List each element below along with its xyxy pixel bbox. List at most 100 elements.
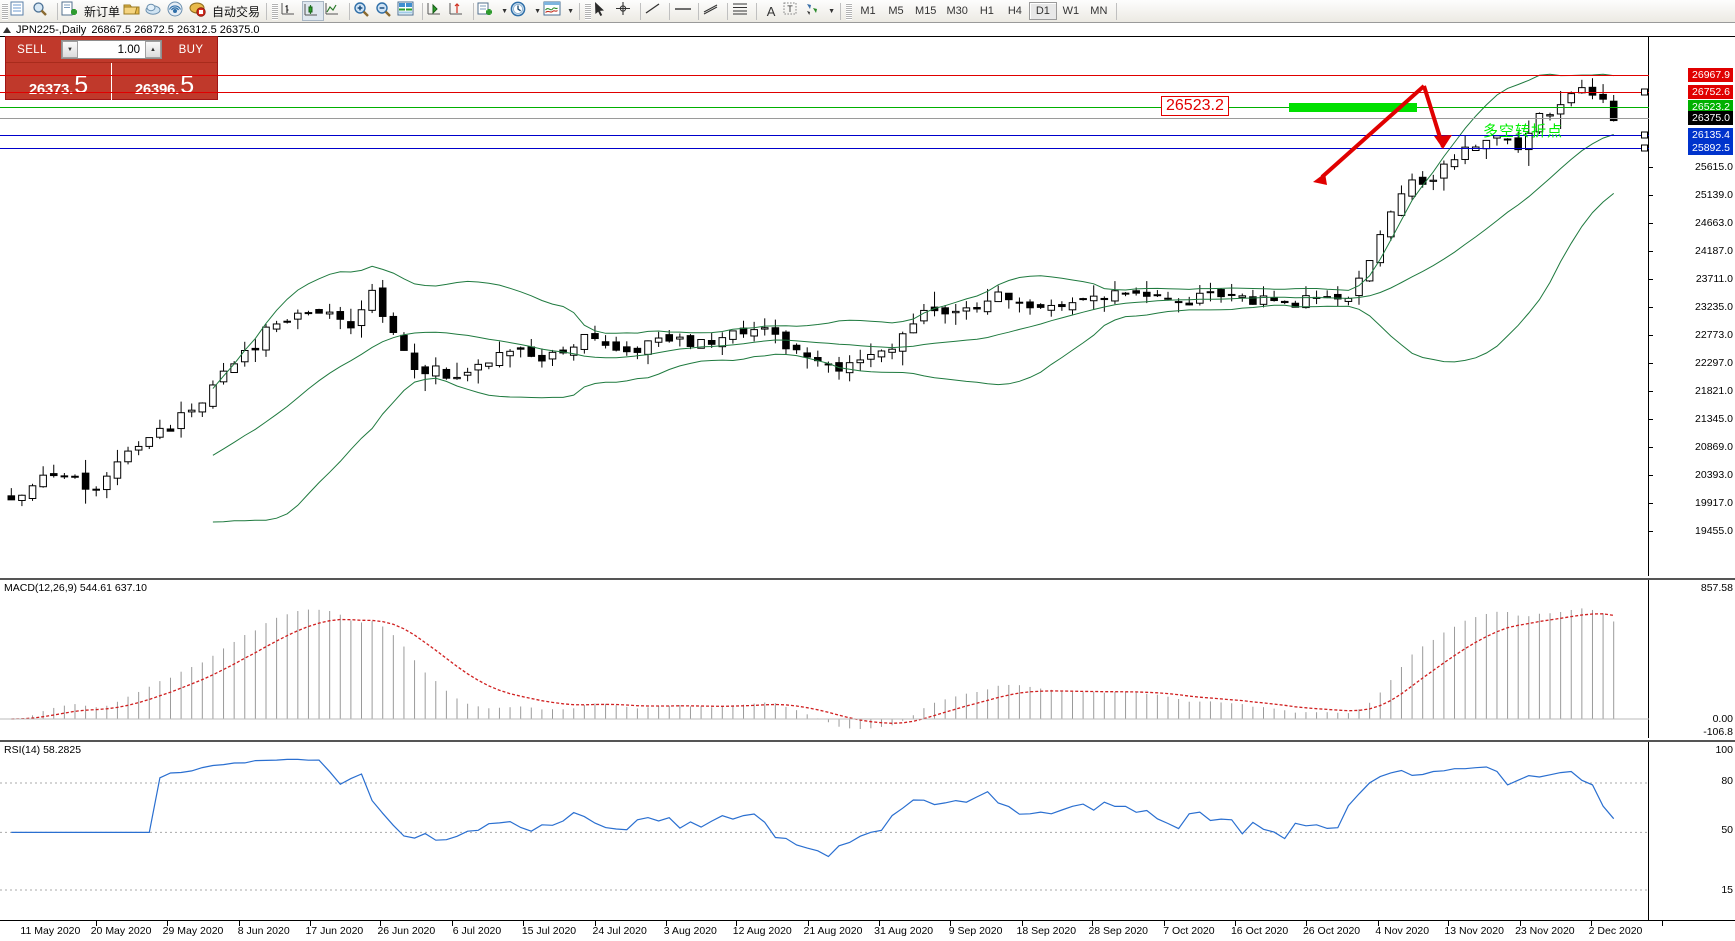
fibonacci-icon[interactable]	[731, 1, 753, 21]
main-chart-pane[interactable]: 26967.9 26752.6 26523.2 26375.0 26135.4 25892…	[0, 36, 1735, 576]
date-tick-mark	[1377, 921, 1379, 926]
chart-shift-icon[interactable]	[448, 1, 470, 21]
lot-decrease-button[interactable]: ▼	[62, 41, 78, 58]
timeframe-w1[interactable]: W1	[1062, 5, 1080, 17]
price-level-line-blue-level-upper[interactable]	[0, 135, 1649, 136]
toolbar-grip-2[interactable]	[272, 2, 279, 20]
magnifier-icon[interactable]	[32, 1, 54, 21]
date-tick-mark	[665, 921, 667, 926]
date-tick-mark	[1661, 921, 1663, 926]
date-tick-label: 13 Nov 2020	[1444, 925, 1504, 937]
one-click-trading-panel[interactable]: SELL ▼ 1.00 ▲ BUY 26373 . 5 26396 . 5	[5, 36, 218, 100]
sell-price-fraction: 5	[74, 71, 89, 100]
toolbar-grip-3[interactable]	[585, 2, 592, 20]
price-box-annotation[interactable]: 26523.2	[1161, 96, 1229, 116]
horizontal-line-icon[interactable]	[673, 1, 695, 21]
sell-button[interactable]: SELL	[17, 43, 47, 56]
line-chart-icon[interactable]	[324, 1, 346, 21]
macd-pane[interactable]: MACD(12,26,9) 544.61 637.10 857.58 0.00 …	[0, 578, 1735, 738]
turning-point-annotation[interactable]: 多空转折点	[1483, 123, 1564, 140]
support-zone-rectangle[interactable]	[1289, 103, 1417, 112]
lot-size-stepper[interactable]: ▼ 1.00 ▲	[61, 40, 162, 59]
date-tick-label: 21 Aug 2020	[803, 925, 863, 937]
date-tick-label: 12 Aug 2020	[732, 925, 792, 937]
signal-icon[interactable]	[167, 1, 189, 21]
chart-title-bar: JPN225-,Daily 26867.5 26872.5 26312.5 26…	[0, 23, 1735, 36]
date-tick-label: 26 Jun 2020	[377, 925, 436, 937]
collapse-triangle-icon[interactable]	[3, 26, 11, 33]
objects-icon[interactable]	[804, 1, 826, 21]
period-dropdown-arrow[interactable]: ▼	[534, 7, 541, 15]
date-tick-mark	[96, 921, 98, 926]
lot-size-input[interactable]: 1.00	[117, 43, 140, 56]
svg-text:T: T	[787, 4, 793, 14]
price-tick-mark	[1649, 503, 1653, 504]
data-window-icon[interactable]	[397, 1, 419, 21]
price-level-line-resistance-upper[interactable]	[0, 75, 1649, 76]
trendline-icon[interactable]	[644, 1, 666, 21]
date-tick-label: 3 Aug 2020	[663, 925, 717, 937]
autotrading-label[interactable]: 自动交易	[212, 4, 261, 19]
price-level-handle[interactable]	[1641, 131, 1648, 139]
timeframe-mn[interactable]: MN	[1090, 5, 1108, 17]
date-tick-mark	[523, 921, 525, 926]
price-level-line-green-support[interactable]	[0, 107, 1649, 108]
price-level-label-blue-level-upper: 26135.4	[1688, 128, 1733, 142]
period-icon[interactable]	[510, 1, 532, 21]
label-icon[interactable]: T	[782, 1, 804, 21]
date-tick-label: 11 May 2020	[20, 925, 81, 937]
price-level-line-blue-level-lower[interactable]	[0, 148, 1649, 149]
macd-tick-zero: 0.00	[1712, 713, 1733, 725]
price-level-line-resistance-lower[interactable]	[0, 92, 1649, 93]
autotrading-icon[interactable]	[189, 1, 211, 21]
lot-increase-button[interactable]: ▲	[145, 41, 161, 58]
crosshair-icon[interactable]	[615, 1, 637, 21]
price-tick-mark	[1649, 307, 1653, 308]
price-tick-label: 20869.0	[1695, 441, 1733, 453]
price-tick-label: 22773.0	[1695, 329, 1733, 341]
timeframe-m5[interactable]: M5	[888, 5, 904, 17]
price-level-line-current-price[interactable]	[0, 118, 1649, 119]
buy-price-cell[interactable]: 26396 . 5	[111, 63, 217, 100]
timeframe-d1[interactable]: D1	[1028, 2, 1057, 20]
folder-icon[interactable]	[123, 1, 145, 21]
date-tick-label: 16 Oct 2020	[1230, 925, 1289, 937]
timeframe-m1[interactable]: M1	[860, 5, 876, 17]
date-tick-label: 6 Jul 2020	[452, 925, 502, 937]
indicators-dropdown-arrow[interactable]: ▼	[501, 7, 508, 15]
timeframe-h4[interactable]: H4	[1007, 5, 1022, 17]
zoom-in-icon[interactable]	[353, 1, 375, 21]
timeframe-m15[interactable]: M15	[915, 5, 937, 17]
toolbar-grip[interactable]	[2, 2, 8, 20]
price-level-handle[interactable]	[1641, 144, 1648, 152]
toolbar-grip-4[interactable]	[846, 2, 853, 20]
buy-price-integer: 26396	[134, 81, 176, 98]
cursor-icon[interactable]	[593, 1, 615, 21]
price-level-label-resistance-lower: 26752.6	[1688, 85, 1733, 99]
price-tick-label: 25615.0	[1695, 161, 1733, 173]
bar-chart-icon[interactable]	[280, 1, 302, 21]
price-level-handle[interactable]	[1641, 88, 1648, 96]
new-order-icon[interactable]	[61, 1, 83, 21]
rsi-pane[interactable]: RSI(14) 58.2825 100 80 50 15	[0, 740, 1735, 920]
date-tick-mark	[1021, 921, 1023, 926]
templates-dropdown-arrow[interactable]: ▼	[567, 7, 574, 15]
buy-button[interactable]: BUY	[178, 43, 204, 56]
candlestick-chart-icon[interactable]	[302, 1, 325, 21]
sell-price-cell[interactable]: 26373 . 5	[6, 63, 111, 100]
channel-icon[interactable]	[702, 1, 724, 21]
text-icon[interactable]: A	[766, 3, 776, 19]
timeframe-m30[interactable]: M30	[946, 5, 968, 17]
trend-arrow-drawing[interactable]	[0, 37, 1735, 577]
templates-icon[interactable]	[543, 1, 565, 21]
timeframe-h1[interactable]: H1	[979, 5, 994, 17]
auto-scroll-icon[interactable]	[426, 1, 448, 21]
objects-dropdown-arrow[interactable]: ▼	[828, 7, 835, 15]
cloud-icon[interactable]	[145, 1, 167, 21]
indicators-icon[interactable]	[477, 1, 499, 21]
rsi-tick-50: 50	[1721, 824, 1733, 836]
list-icon[interactable]	[10, 1, 32, 21]
zoom-out-icon[interactable]	[375, 1, 397, 21]
date-tick-label: 7 Oct 2020	[1163, 925, 1215, 937]
new-order-label[interactable]: 新订单	[84, 4, 121, 19]
